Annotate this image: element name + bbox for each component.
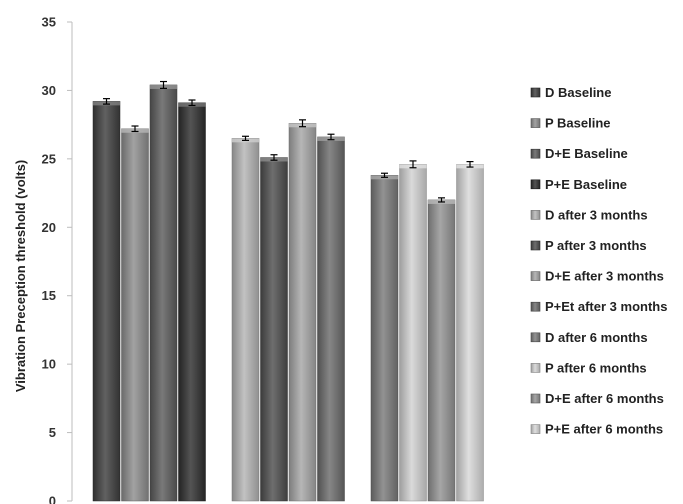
legend-label: P after 3 months <box>545 238 647 253</box>
y-tick-label: 15 <box>42 288 56 303</box>
legend-item-d-e-baseline: D+E Baseline <box>530 146 628 161</box>
legend-swatch <box>530 363 541 373</box>
legend-item-p-et-after-3-months: P+Et after 3 months <box>530 299 667 314</box>
legend-item-p-after-3-months: P after 3 months <box>530 238 647 253</box>
bar-d-e-baseline <box>149 84 178 502</box>
legend-item-d-baseline: D Baseline <box>530 85 611 100</box>
y-tick-label: 35 <box>42 15 56 30</box>
legend-swatch <box>530 332 541 343</box>
bar-p-e-after-6-months <box>456 164 484 502</box>
legend-item-d-e-after-3-months: D+E after 3 months <box>530 269 664 284</box>
y-ticks: 0 5 10 15 20 25 30 35 <box>42 15 72 504</box>
legend-label: P after 6 months <box>545 360 647 375</box>
legend-label: D Baseline <box>545 85 611 100</box>
legend-item-p-e-baseline: P+E Baseline <box>530 177 627 192</box>
legend-label: P+E Baseline <box>545 177 627 192</box>
bar-p-et-after-3-months <box>317 136 345 502</box>
legend-label: P+E after 6 months <box>545 422 663 437</box>
bar-d-e-after-3-months <box>288 123 317 502</box>
legend-label: D after 6 months <box>545 330 648 345</box>
legend-label: P+Et after 3 months <box>545 299 667 314</box>
y-axis-label: Vibration Preception threshold (volts) <box>13 160 28 392</box>
y-tick-label: 0 <box>49 494 56 504</box>
legend-label: D after 3 months <box>545 207 648 222</box>
legend-item-d-e-after-6-months: D+E after 6 months <box>530 391 664 406</box>
legend-swatch <box>530 240 541 251</box>
legend-swatch <box>530 87 541 98</box>
y-tick-label: 25 <box>42 151 56 166</box>
legend-label: D+E Baseline <box>545 146 628 161</box>
bars <box>92 84 484 502</box>
legend-swatch <box>530 424 541 434</box>
legend-item-p-after-6-months: P after 6 months <box>530 360 647 375</box>
legend-swatch <box>530 271 541 281</box>
y-tick-label: 20 <box>42 220 56 235</box>
bar-d-after-6-months <box>370 175 399 502</box>
legend-swatch <box>530 118 541 128</box>
bar-d-after-3-months <box>231 138 260 502</box>
legend-item-d-after-6-months: D after 6 months <box>530 330 648 345</box>
legend-item-p-e-after-6-months: P+E after 6 months <box>530 422 663 437</box>
bar-p-after-3-months <box>260 157 288 502</box>
y-tick-label: 5 <box>49 425 56 440</box>
legend-label: P Baseline <box>545 116 611 131</box>
legend-swatch <box>530 301 541 312</box>
legend-swatch <box>530 179 541 190</box>
legend-item-d-after-3-months: D after 3 months <box>530 207 648 222</box>
y-tick-label: 10 <box>42 357 56 372</box>
bar-p-after-6-months <box>399 164 427 502</box>
bar-p-baseline <box>121 128 149 502</box>
legend-swatch <box>530 210 541 220</box>
error-bars <box>103 80 474 203</box>
legend-item-p-baseline: P Baseline <box>530 116 611 131</box>
legend-swatch <box>530 393 541 404</box>
legend-swatch <box>530 148 541 159</box>
bar-d-e-after-6-months <box>427 199 456 502</box>
legend-label: D+E after 3 months <box>545 269 664 284</box>
y-tick-label: 30 <box>42 83 56 98</box>
bar-p-e-baseline <box>178 102 206 502</box>
legend-label: D+E after 6 months <box>545 391 664 406</box>
legend: D Baseline P Baseline D+E Baseline P+E Base… <box>530 85 667 437</box>
bar-d-baseline <box>92 101 121 502</box>
